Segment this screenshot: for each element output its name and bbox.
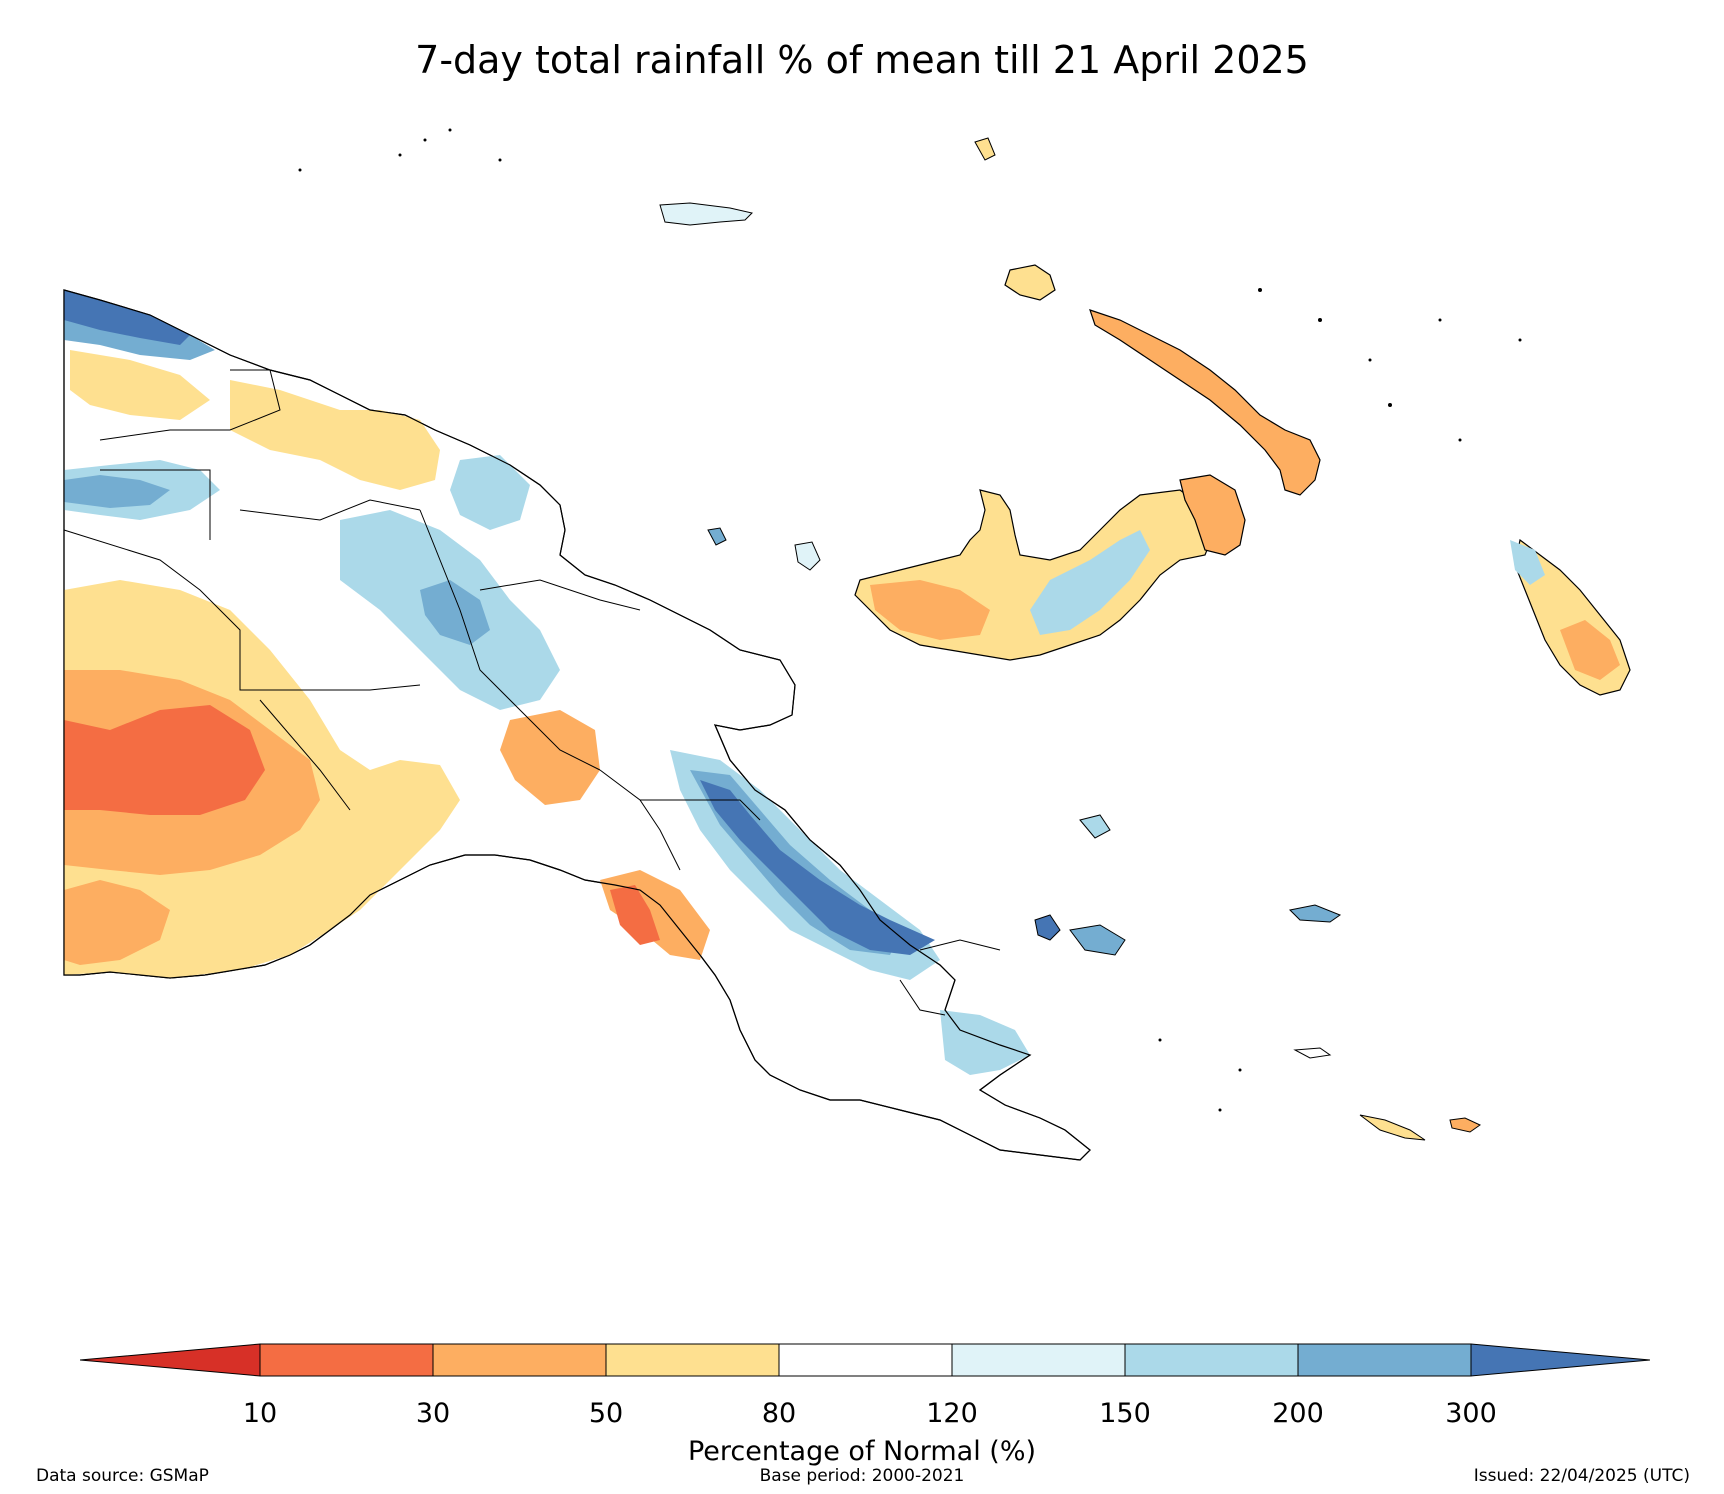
manus-island bbox=[659, 202, 753, 226]
new-britain bbox=[854, 474, 1246, 661]
gazelle-peninsula bbox=[1179, 474, 1246, 556]
colorbar-swatch-50-80 bbox=[605, 1343, 780, 1377]
colorbar-swatch-10-30 bbox=[259, 1343, 434, 1377]
manus bbox=[659, 137, 1481, 1141]
zone-west-wetter bbox=[64, 475, 170, 508]
map-title: 7-day total rainfall % of mean till 21 A… bbox=[415, 38, 1309, 82]
new-britain-orange bbox=[870, 580, 990, 640]
colorbar bbox=[80, 1343, 1650, 1377]
zone-south-orange bbox=[64, 880, 170, 965]
colorbar-swatch-80-120 bbox=[778, 1343, 953, 1377]
zone-north-yellow bbox=[230, 380, 440, 490]
issued-date: Issued: 22/04/2025 (UTC) bbox=[1473, 1466, 1690, 1486]
colorbar-swatch-200-300 bbox=[1297, 1343, 1472, 1377]
island-long bbox=[794, 541, 821, 571]
new-britain-wet bbox=[1030, 530, 1150, 635]
new-ireland-north bbox=[1004, 264, 1056, 301]
data-source: Data source: GSMaP bbox=[36, 1466, 209, 1486]
new-britain-island bbox=[854, 489, 1216, 661]
colorbar-tick: 200 bbox=[1272, 1398, 1324, 1429]
colorbar-swatch-150-200 bbox=[1124, 1343, 1299, 1377]
bougainville bbox=[1510, 538, 1631, 696]
base-period: Base period: 2000-2021 bbox=[759, 1466, 965, 1486]
new-ireland bbox=[1004, 264, 1321, 496]
island-goodenough bbox=[1034, 914, 1061, 941]
island-fergusson bbox=[1069, 924, 1126, 956]
zone-southeast-wet bbox=[940, 1010, 1030, 1075]
zone-northwest-verywet bbox=[64, 290, 190, 345]
new-ireland-island bbox=[1089, 309, 1321, 496]
zone-south-coast-red bbox=[610, 885, 660, 945]
island-karkar bbox=[707, 527, 727, 546]
mainland-outline bbox=[63, 289, 1091, 1161]
mainland bbox=[63, 289, 1091, 1161]
rainfall-map bbox=[63, 128, 1631, 1161]
colorbar-tick: 10 bbox=[242, 1398, 278, 1429]
island-mussau bbox=[974, 137, 996, 161]
colorbar-tick: 120 bbox=[926, 1398, 978, 1429]
island-woodlark bbox=[1288, 904, 1342, 923]
zone-northwest-yellow bbox=[70, 350, 210, 420]
colorbar-tick: 300 bbox=[1445, 1398, 1497, 1429]
colorbar-tick: 50 bbox=[588, 1398, 624, 1429]
colorbar-swatch-120-150 bbox=[951, 1343, 1126, 1377]
islets bbox=[298, 128, 1522, 1112]
island-rossel bbox=[1449, 1117, 1481, 1133]
island-trobriand bbox=[1079, 814, 1111, 839]
colorbar-tick: 80 bbox=[761, 1398, 797, 1429]
colorbar-high-extension bbox=[1470, 1343, 1650, 1377]
bougainville-wet bbox=[1510, 540, 1545, 585]
zone-highlands-wetter bbox=[420, 580, 490, 645]
zone-southwest-driest bbox=[64, 705, 265, 815]
island-misima bbox=[1293, 1047, 1332, 1059]
colorbar-label: Percentage of Normal (%) bbox=[687, 1436, 1037, 1467]
colorbar-tick: 30 bbox=[415, 1398, 451, 1429]
colorbar-swatch-30-50 bbox=[432, 1343, 607, 1377]
island-sudest bbox=[1359, 1114, 1426, 1141]
colorbar-low-extension bbox=[80, 1343, 261, 1377]
zone-gulf-orange bbox=[500, 710, 600, 805]
bougainville-orange bbox=[1560, 620, 1620, 680]
zone-east-verywet bbox=[700, 780, 935, 955]
colorbar-tick: 150 bbox=[1099, 1398, 1151, 1429]
zone-north-wet bbox=[450, 455, 530, 530]
province-boundaries bbox=[63, 369, 1001, 1016]
